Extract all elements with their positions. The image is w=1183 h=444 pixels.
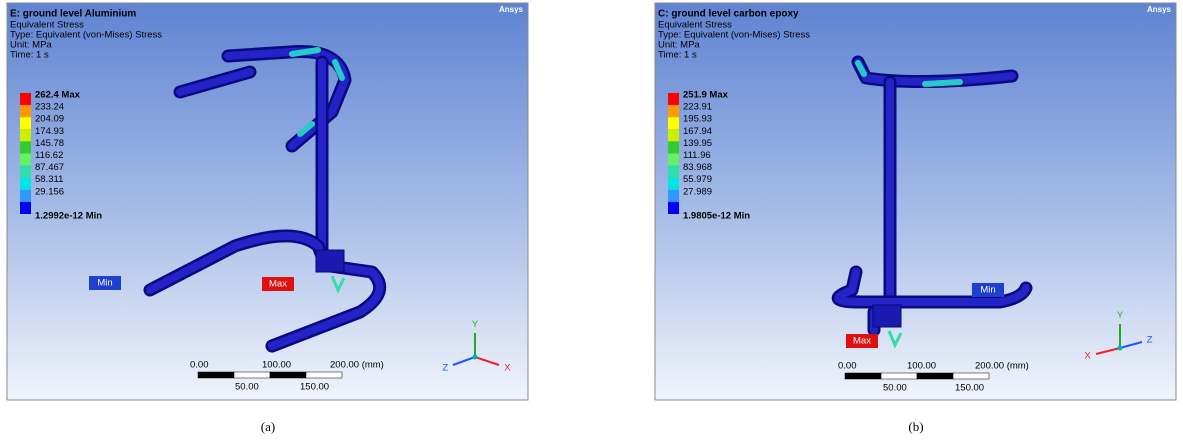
legend-swatch xyxy=(668,166,679,178)
scale-segment xyxy=(270,372,306,378)
scale-label: 150.00 xyxy=(300,382,329,393)
figure: AnsysE: ground level AluminiumEquivalent… xyxy=(0,0,1183,444)
logo: Ansys xyxy=(499,5,524,14)
legend-swatch xyxy=(20,154,31,166)
legend-label: 167.94 xyxy=(683,126,712,137)
max-tag: Max xyxy=(269,279,287,290)
scale-label: 200.00 (mm) xyxy=(975,361,1029,372)
axis-label: Y xyxy=(1117,310,1124,321)
stress-zone xyxy=(925,82,960,84)
scale-segment xyxy=(306,372,342,378)
legend-swatch xyxy=(20,141,31,153)
scale-segment xyxy=(953,373,989,379)
legend-swatch xyxy=(668,178,679,190)
legend-swatch xyxy=(20,178,31,190)
legend-label: 1.9805e-12 Min xyxy=(683,211,750,222)
scale-segment xyxy=(845,373,881,379)
legend-swatch xyxy=(668,154,679,166)
scale-label: 200.00 (mm) xyxy=(330,360,384,371)
axis-label: Z xyxy=(1147,334,1153,345)
bracket xyxy=(873,305,901,327)
legend-swatch xyxy=(20,202,31,214)
legend-swatch xyxy=(668,202,679,214)
viewport xyxy=(655,3,1176,400)
bracket xyxy=(316,250,344,272)
axis-origin xyxy=(473,355,478,360)
panel: AnsysC: ground level carbon epoxyEquival… xyxy=(655,3,1176,434)
caption: (b) xyxy=(908,419,923,434)
legend-label: 262.4 Max xyxy=(35,90,81,101)
logo: Ansys xyxy=(1147,5,1172,14)
legend-swatch xyxy=(668,117,679,129)
max-tag: Max xyxy=(853,336,871,347)
legend-label: 87.467 xyxy=(35,162,64,173)
legend-label: 27.989 xyxy=(683,186,712,197)
legend-swatch xyxy=(20,190,31,202)
scale-segment xyxy=(198,372,234,378)
stress-zone xyxy=(292,50,318,54)
scale-segment xyxy=(234,372,270,378)
legend-label: 251.9 Max xyxy=(683,90,729,101)
legend-swatch xyxy=(668,141,679,153)
scale-label: 50.00 xyxy=(883,383,907,394)
legend-label: 204.09 xyxy=(35,114,64,125)
scale-segment xyxy=(917,373,953,379)
legend-swatch xyxy=(668,93,679,105)
legend-swatch xyxy=(668,129,679,141)
min-tag: Min xyxy=(97,278,112,289)
caption: (a) xyxy=(261,419,275,434)
legend-label: 29.156 xyxy=(35,186,64,197)
legend-swatch xyxy=(20,117,31,129)
legend-label: 145.78 xyxy=(35,138,64,149)
axis-label: Z xyxy=(442,362,448,373)
legend-label: 111.96 xyxy=(683,150,711,161)
legend-label: 55.979 xyxy=(683,174,712,185)
scale-label: 100.00 xyxy=(262,360,291,371)
title: E: ground level Aluminium xyxy=(10,9,136,20)
scale-segment xyxy=(881,373,917,379)
legend-swatch xyxy=(20,166,31,178)
legend-swatch xyxy=(20,129,31,141)
viewport xyxy=(7,3,528,400)
axis-label: X xyxy=(504,362,511,373)
scale-label: 150.00 xyxy=(955,383,984,394)
scale-label: 0.00 xyxy=(190,360,209,371)
legend-label: 174.93 xyxy=(35,126,64,137)
legend-label: 223.91 xyxy=(683,102,712,113)
legend-label: 233.24 xyxy=(35,102,64,113)
scale-label: 0.00 xyxy=(838,361,857,372)
legend-swatch xyxy=(20,93,31,105)
legend-label: 116.62 xyxy=(35,150,63,161)
legend-swatch xyxy=(20,105,31,117)
title: C: ground level carbon epoxy xyxy=(658,9,799,20)
scale-label: 50.00 xyxy=(235,382,259,393)
info-line: Time: 1 s xyxy=(658,50,697,61)
axis-label: X xyxy=(1084,351,1091,362)
axis-origin xyxy=(1118,346,1123,351)
scale-label: 100.00 xyxy=(907,361,936,372)
legend-label: 139.95 xyxy=(683,138,712,149)
info-line: Time: 1 s xyxy=(10,50,49,61)
min-tag: Min xyxy=(980,285,995,296)
axis-label: Y xyxy=(472,319,479,330)
legend-label: 83.968 xyxy=(683,162,712,173)
legend-label: 195.93 xyxy=(683,114,712,125)
legend-swatch xyxy=(668,105,679,117)
legend-label: 58.311 xyxy=(35,174,63,185)
legend-label: 1.2992e-12 Min xyxy=(35,211,102,222)
legend-swatch xyxy=(668,190,679,202)
